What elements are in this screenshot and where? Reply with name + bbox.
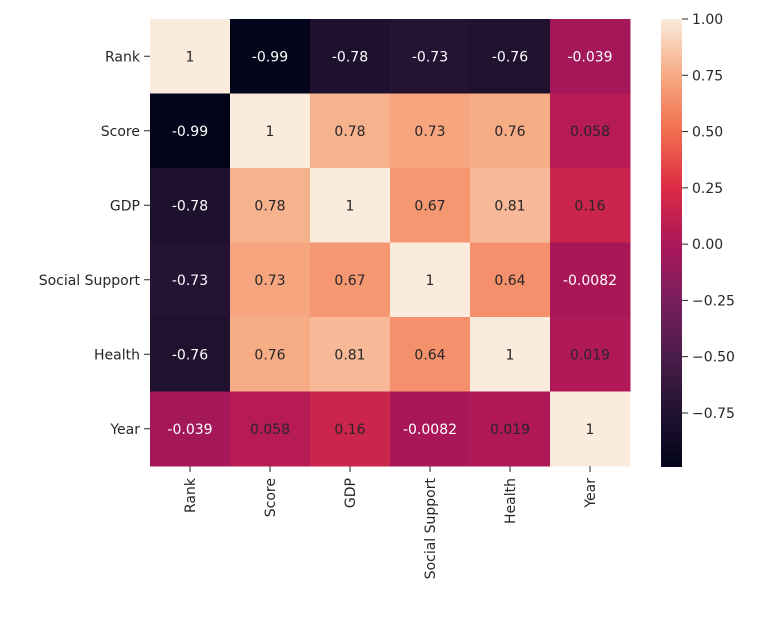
heatmap-cell bbox=[150, 317, 231, 392]
cell-value-label: 0.73 bbox=[254, 273, 285, 289]
heatmap-cell bbox=[230, 242, 311, 318]
cell-value-label: -0.76 bbox=[172, 347, 208, 363]
x-tick-label: GDP bbox=[343, 478, 359, 508]
heatmap-cell bbox=[390, 93, 471, 169]
cell-value-label: 0.67 bbox=[414, 198, 445, 214]
x-tick-label: Health bbox=[503, 478, 519, 524]
heatmap-cell bbox=[470, 242, 551, 318]
y-tick-label: Social Support bbox=[39, 273, 141, 289]
heatmap-cell bbox=[390, 19, 471, 94]
cell-value-label: 0.67 bbox=[334, 273, 365, 289]
y-tick-label: Score bbox=[101, 124, 140, 140]
y-tick-label: GDP bbox=[110, 198, 140, 214]
heatmap-cell bbox=[310, 19, 391, 94]
colorbar: 1.00 0.75 0.50 0.25 0.00 −0.25 −0.50 −0.75 bbox=[661, 12, 735, 467]
x-tick-label: Rank bbox=[183, 477, 199, 513]
cell-value-label: -0.99 bbox=[252, 49, 288, 65]
cell-value-label: -0.0082 bbox=[403, 422, 457, 438]
cell-value-label: -0.0082 bbox=[563, 273, 617, 289]
heatmap-cell bbox=[550, 93, 631, 169]
cell-value-label: -0.039 bbox=[567, 49, 612, 65]
heatmap-cell bbox=[390, 168, 471, 243]
heatmap-cell bbox=[550, 242, 631, 318]
colorbar-tick-label: 0.75 bbox=[692, 68, 723, 84]
cell-value-label: 0.019 bbox=[490, 422, 530, 438]
heatmap-cell bbox=[150, 19, 231, 94]
heatmap-cell bbox=[390, 391, 471, 467]
y-axis: Rank Score GDP Social Support Health Year bbox=[39, 49, 150, 438]
cell-value-label: 0.78 bbox=[334, 124, 365, 140]
cell-value-label: -0.99 bbox=[172, 124, 208, 140]
colorbar-tick-label: −0.50 bbox=[692, 350, 735, 366]
cell-value-label: 0.058 bbox=[570, 124, 610, 140]
cell-value-label: -0.76 bbox=[492, 49, 528, 65]
colorbar-tick-label: −0.75 bbox=[692, 406, 735, 422]
cell-value-label: 0.16 bbox=[574, 198, 605, 214]
heatmap-cell bbox=[550, 391, 631, 467]
heatmap-cell bbox=[150, 391, 231, 467]
heatmap-cell bbox=[230, 391, 311, 467]
heatmap-cell bbox=[550, 317, 631, 392]
heatmap-cell bbox=[470, 168, 551, 243]
heatmap-cell bbox=[150, 168, 231, 243]
heatmap-cell bbox=[470, 317, 551, 392]
colorbar-gradient bbox=[661, 19, 682, 467]
cell-value-label: 1 bbox=[506, 347, 515, 363]
heatmap-cell bbox=[310, 242, 391, 318]
colorbar-tick-label: 1.00 bbox=[692, 12, 723, 28]
cell-value-label: 1 bbox=[346, 198, 355, 214]
cell-value-label: 0.16 bbox=[334, 422, 365, 438]
x-tick-label: Score bbox=[263, 478, 279, 517]
heatmap-cell bbox=[550, 19, 631, 94]
cell-value-label: 0.73 bbox=[414, 124, 445, 140]
cell-value-label: 0.76 bbox=[254, 347, 285, 363]
heatmap-cell bbox=[230, 19, 311, 94]
heatmap-cell bbox=[390, 317, 471, 392]
y-tick-label: Rank bbox=[105, 49, 141, 65]
heatmap-cells bbox=[150, 19, 631, 467]
heatmap-cell bbox=[230, 93, 311, 169]
cell-value-label: 0.81 bbox=[494, 198, 525, 214]
cell-value-label: 0.81 bbox=[334, 347, 365, 363]
cell-value-label: 1 bbox=[186, 49, 195, 65]
y-tick-label: Health bbox=[94, 347, 140, 363]
heatmap-cell bbox=[230, 317, 311, 392]
heatmap-cell bbox=[470, 19, 551, 94]
colorbar-tick-label: 0.00 bbox=[692, 237, 723, 253]
heatmap-cell bbox=[310, 168, 391, 243]
y-tick-label: Year bbox=[109, 422, 140, 438]
x-axis: Rank Score GDP Social Support Health Year bbox=[183, 466, 599, 579]
cell-value-label: -0.73 bbox=[172, 273, 208, 289]
cell-value-label: -0.039 bbox=[167, 422, 212, 438]
heatmap-cell bbox=[470, 391, 551, 467]
cell-value-label: -0.73 bbox=[412, 49, 448, 65]
heatmap-cell bbox=[470, 93, 551, 169]
heatmap-cell bbox=[310, 93, 391, 169]
cell-value-label: 1 bbox=[586, 422, 595, 438]
heatmap-cell bbox=[150, 93, 231, 169]
colorbar-tick-label: −0.25 bbox=[692, 293, 735, 309]
cell-value-label: 0.78 bbox=[254, 198, 285, 214]
cell-value-label: 0.058 bbox=[250, 422, 290, 438]
cell-value-label: 0.64 bbox=[414, 347, 445, 363]
heatmap-cell bbox=[550, 168, 631, 243]
heatmap-cell bbox=[310, 391, 391, 467]
cell-value-label: 0.019 bbox=[570, 347, 610, 363]
cell-annotations: 1 -0.99 -0.78 -0.73 -0.76 -0.039 -0.99 1 0.78 0.7… bbox=[167, 49, 617, 438]
cell-value-label: 1 bbox=[426, 273, 435, 289]
heatmap-cell bbox=[150, 242, 231, 318]
colorbar-tick-label: 0.25 bbox=[692, 181, 723, 197]
cell-value-label: 0.76 bbox=[494, 124, 525, 140]
cell-value-label: -0.78 bbox=[332, 49, 368, 65]
heatmap-cell bbox=[390, 242, 471, 318]
colorbar-tick-label: 0.50 bbox=[692, 125, 723, 141]
heatmap-cell bbox=[310, 317, 391, 392]
cell-value-label: 1 bbox=[266, 124, 275, 140]
heatmap-cell bbox=[230, 168, 311, 243]
x-tick-label: Social Support bbox=[423, 478, 439, 580]
cell-value-label: 0.64 bbox=[494, 273, 525, 289]
x-tick-label: Year bbox=[583, 478, 599, 509]
cell-value-label: -0.78 bbox=[172, 198, 208, 214]
